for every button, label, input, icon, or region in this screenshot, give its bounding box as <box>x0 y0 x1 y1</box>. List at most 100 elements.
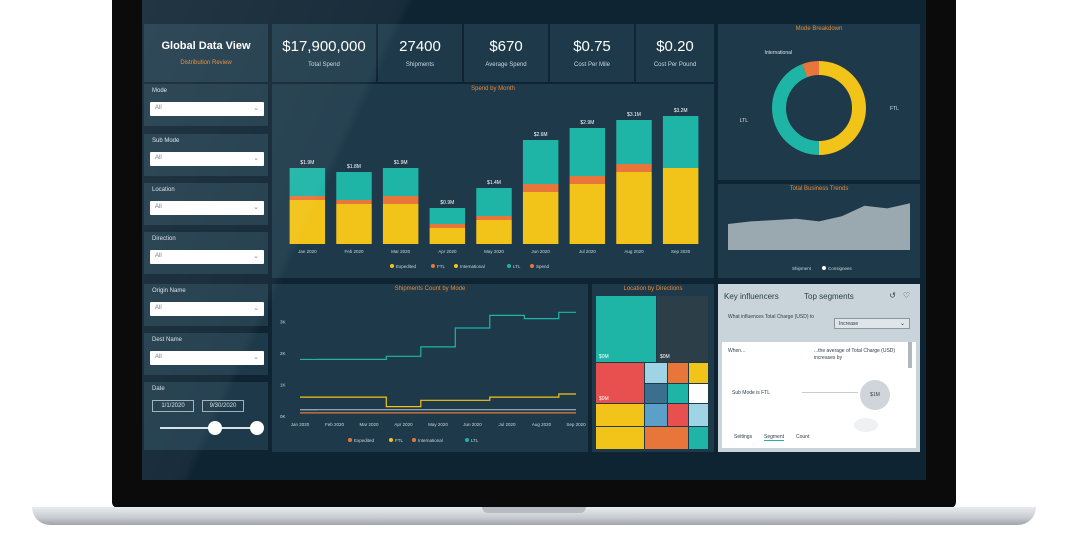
kpi-total-spend[interactable]: $17,900,000 Total Spend <box>272 24 376 82</box>
treemap-tile[interactable] <box>645 427 688 449</box>
date-end-input[interactable]: 9/30/2020 <box>202 400 244 412</box>
treemap-tile[interactable] <box>689 427 708 449</box>
bar-segment[interactable] <box>476 216 512 220</box>
bar-segment[interactable] <box>429 224 466 228</box>
treemap-tile[interactable] <box>668 404 688 426</box>
x-tick-label: Apr 2020 <box>438 249 457 254</box>
treemap-tile[interactable] <box>596 404 644 426</box>
footer-settings[interactable]: Settings <box>734 434 753 440</box>
bar-segment[interactable] <box>569 176 606 184</box>
location-select[interactable]: All ⌄ <box>150 201 264 215</box>
legend-swatch <box>786 266 790 270</box>
bar-segment[interactable] <box>662 168 699 244</box>
line-series[interactable] <box>300 311 576 361</box>
legend-label: International <box>418 438 443 443</box>
bar-segment[interactable] <box>522 192 559 244</box>
treemap-tile[interactable] <box>596 427 644 449</box>
kpi-label: Cost Per Mile <box>573 62 610 68</box>
comment-icon[interactable]: ♡ <box>902 291 910 300</box>
treemap-tile[interactable] <box>596 363 644 403</box>
kpi-average-spend[interactable]: $670 Average Spend <box>464 24 548 82</box>
influence-dropdown[interactable]: Increase ⌄ <box>834 318 910 329</box>
bar-segment[interactable] <box>662 116 699 168</box>
filter-direction: Direction All ⌄ <box>144 232 268 274</box>
kpi-shipments[interactable]: 27400 Shipments <box>378 24 462 82</box>
donut-slice[interactable] <box>772 61 866 155</box>
chevron-down-icon: ⌄ <box>253 105 259 112</box>
influencer-col-average: ...the average of Total Charge (USD) inc… <box>814 348 896 361</box>
treemap-tile[interactable] <box>689 404 708 426</box>
kpi-value: $0.20 <box>656 38 694 55</box>
scrollbar[interactable] <box>908 342 912 368</box>
donut-slice[interactable] <box>772 61 866 155</box>
x-tick-label: Mar 2020 <box>391 249 411 254</box>
panel-title: Mode Breakdown <box>795 26 843 32</box>
bar-segment[interactable] <box>289 196 326 200</box>
bar-segment[interactable] <box>569 128 606 176</box>
treemap-tile[interactable] <box>645 404 667 426</box>
bar-segment[interactable] <box>569 184 606 244</box>
bar-segment[interactable] <box>429 228 466 244</box>
kpi-cost-per-pound[interactable]: $0.20 Cost Per Pound <box>636 24 714 82</box>
date-slider-start-handle[interactable] <box>208 421 222 435</box>
treemap-tile[interactable] <box>689 363 708 383</box>
bar-segment[interactable] <box>522 184 559 192</box>
treemap-tile[interactable] <box>668 363 688 383</box>
select-value: All <box>155 105 162 111</box>
bar-segment[interactable] <box>289 200 326 244</box>
panel-title: Shipments Count by Mode <box>394 286 466 292</box>
bar-segment[interactable] <box>616 164 652 172</box>
origin-name-select[interactable]: All ⌄ <box>150 302 264 316</box>
bar-segment[interactable] <box>476 188 512 216</box>
footer-count[interactable]: Count <box>796 434 810 440</box>
footer-segment[interactable]: Segment <box>764 434 785 441</box>
bar-segment[interactable] <box>522 140 559 184</box>
treemap-tile[interactable] <box>657 296 708 362</box>
kpi-label: Total Spend <box>308 62 340 68</box>
treemap-label: $0M <box>660 354 670 360</box>
trend-chart: Shipment Consignees <box>728 203 910 271</box>
tab-key-influencers[interactable]: Key influencers <box>724 292 779 301</box>
bar-segment[interactable] <box>616 172 652 244</box>
mode-select[interactable]: All ⌄ <box>150 102 264 116</box>
chevron-down-icon: ⌄ <box>253 354 259 361</box>
filter-location: Location All ⌄ <box>144 183 268 225</box>
bar-segment[interactable] <box>616 120 652 164</box>
undo-icon[interactable]: ↺ <box>889 291 896 300</box>
bar-segment[interactable] <box>382 168 419 196</box>
kpi-cost-per-mile[interactable]: $0.75 Cost Per Mile <box>550 24 634 82</box>
bar-segment[interactable] <box>476 220 512 244</box>
bar-segment[interactable] <box>429 208 466 224</box>
bar-segment[interactable] <box>336 172 372 200</box>
legend-label: LTL <box>471 438 479 443</box>
direction-select[interactable]: All ⌄ <box>150 250 264 264</box>
bar-segment[interactable] <box>289 168 326 196</box>
treemap-tile[interactable] <box>645 384 667 403</box>
bar-segment[interactable] <box>336 204 372 244</box>
treemap-tile[interactable] <box>596 296 656 362</box>
legend-swatch <box>507 264 511 268</box>
data-label: $1.8M <box>347 164 361 170</box>
tab-top-segments[interactable]: Top segments <box>804 292 854 301</box>
kpi-label: Average Spend <box>485 62 527 68</box>
date-slider-end-handle[interactable] <box>250 421 264 435</box>
bar-segment[interactable] <box>382 204 419 244</box>
area-series[interactable] <box>728 203 910 250</box>
treemap-tile[interactable] <box>668 384 688 403</box>
date-start-input[interactable]: 1/1/2020 <box>152 400 194 412</box>
bar-segment[interactable] <box>336 200 372 204</box>
select-value: All <box>155 155 162 161</box>
bar-segment[interactable] <box>382 196 419 204</box>
key-influencers-panel: Key influencers Top segments ↺ ♡ What in… <box>718 284 920 452</box>
x-tick-label: Sep 2020 <box>566 422 586 427</box>
kpi-value: $0.75 <box>573 38 611 55</box>
line-series[interactable] <box>300 393 576 408</box>
treemap-tile[interactable] <box>645 363 667 383</box>
dest-name-select[interactable]: All ⌄ <box>150 351 264 365</box>
influencer-row-label[interactable]: Sub Mode is FTL <box>732 390 771 396</box>
sub-mode-select[interactable]: All ⌄ <box>150 152 264 166</box>
treemap-tile[interactable] <box>689 384 708 403</box>
legend-swatch <box>465 438 469 442</box>
influencer-bubble[interactable]: $1M <box>860 380 890 410</box>
